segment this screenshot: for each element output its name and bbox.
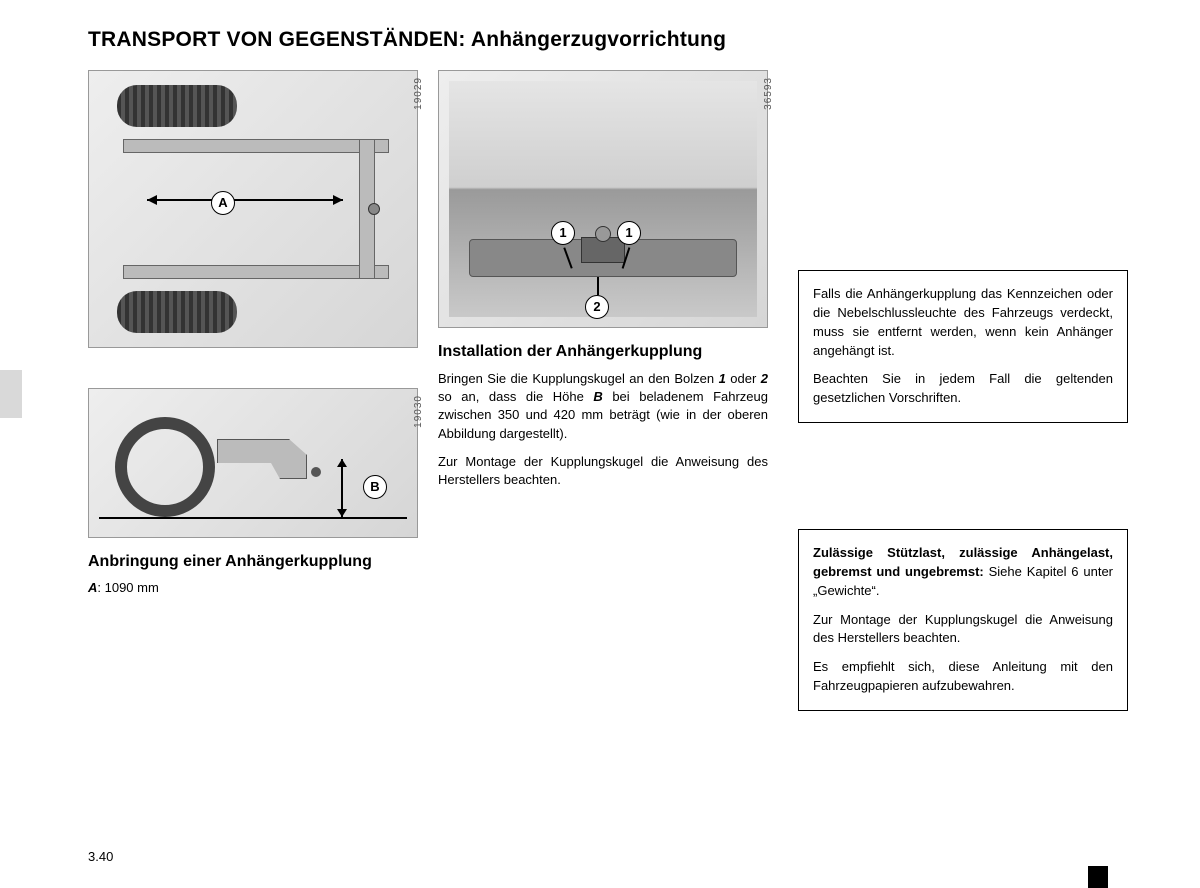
- title-main: TRANSPORT VON GEGENSTÄNDEN:: [88, 28, 466, 51]
- dimension-arrow-b: [341, 459, 343, 517]
- figure-rear-photo: 36593 1 1 2: [438, 70, 768, 328]
- text-run: Bringen Sie die Kupplungskugel an den Bo…: [438, 371, 719, 386]
- side-tab: [0, 370, 22, 418]
- spec-label: A: [88, 580, 97, 595]
- column-middle: 36593 1 1 2 Installation der Anhängerkup…: [438, 70, 768, 747]
- figure-side-view: 19030 B: [88, 388, 418, 538]
- figure-number: 36593: [763, 77, 774, 110]
- title-sub: Anhängerzugvorrichtung: [471, 28, 726, 51]
- callout-letter-b: B: [363, 475, 387, 499]
- left-heading: Anbringung einer Anhängerkupplung: [88, 552, 418, 572]
- mid-heading: Installation der Anhängerkupplung: [438, 342, 768, 362]
- figure-number: 19029: [413, 77, 424, 110]
- wheel-icon: [115, 417, 215, 517]
- corner-mark-icon: [1088, 866, 1108, 888]
- callout-1: 1: [551, 221, 575, 245]
- column-left: 19029 A 19030 B Anbringung einer Anhänge…: [88, 70, 418, 747]
- hitch-ball-icon: [311, 467, 321, 477]
- hitch-bracket: [217, 439, 307, 479]
- dimension-arrow-a: [147, 199, 343, 201]
- callout-letter-a: A: [211, 191, 235, 215]
- tire-icon: [117, 85, 237, 127]
- hitch: [581, 237, 625, 263]
- notice-text: Beachten Sie in jedem Fall die geltenden…: [813, 370, 1113, 408]
- spacer: [798, 459, 1128, 529]
- notice-box-1: Falls die Anhängerkupplung das Kennzeich…: [798, 270, 1128, 423]
- notice-text: Zur Montage der Kupplungskugel die Anwei…: [813, 611, 1113, 649]
- cross-member: [359, 139, 375, 279]
- mid-paragraph-1: Bringen Sie die Kupplungskugel an den Bo…: [438, 370, 768, 443]
- spec-value: : 1090 mm: [97, 580, 158, 595]
- notice-text: Zulässige Stützlast, zulässige Anhängela…: [813, 544, 1113, 601]
- column-right: Falls die Anhängerkupplung das Kennzeich…: [798, 70, 1128, 747]
- chassis-drawing: [107, 95, 399, 323]
- tire-icon: [117, 291, 237, 333]
- mid-paragraph-2: Zur Montage der Kupplungskugel die Anwei…: [438, 453, 768, 489]
- hitch-ball-icon: [368, 203, 380, 215]
- notice-text: Falls die Anhängerkupplung das Kennzeich…: [813, 285, 1113, 360]
- text-run: so an, dass die Höhe: [438, 389, 593, 404]
- page-number: 3.40: [88, 849, 113, 864]
- ground-line: [99, 517, 407, 519]
- leader-line: [597, 277, 599, 295]
- emphasis: 2: [761, 371, 768, 386]
- figure-number: 19030: [413, 395, 424, 428]
- callout-1b: 1: [617, 221, 641, 245]
- figure-chassis-top: 19029 A: [88, 70, 418, 348]
- frame-rail: [123, 265, 389, 279]
- left-spec: A: 1090 mm: [88, 580, 418, 595]
- content-row: 19029 A 19030 B Anbringung einer Anhänge…: [88, 70, 1152, 747]
- emphasis: 1: [719, 371, 726, 386]
- notice-text: Es empfiehlt sich, diese Anleitung mit d…: [813, 658, 1113, 696]
- emphasis: B: [593, 389, 602, 404]
- van-rear-illustration: [449, 81, 757, 317]
- page-title: TRANSPORT VON GEGENSTÄNDEN: Anhängerzugv…: [88, 28, 1152, 52]
- text-run: oder: [726, 371, 761, 386]
- frame-rail: [123, 139, 389, 153]
- callout-2: 2: [585, 295, 609, 319]
- spacer: [798, 70, 1128, 270]
- notice-box-2: Zulässige Stützlast, zulässige Anhängela…: [798, 529, 1128, 711]
